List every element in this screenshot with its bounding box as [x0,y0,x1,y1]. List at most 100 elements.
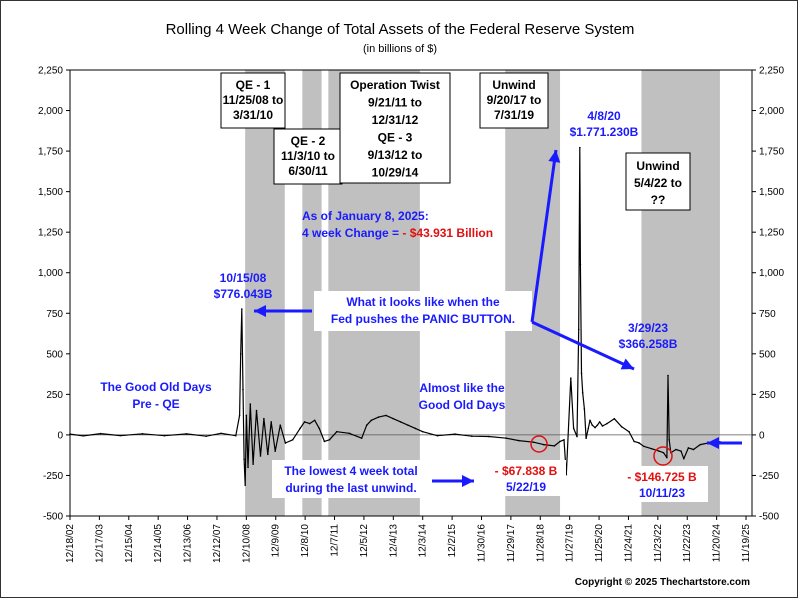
data-point [488,435,490,438]
peak-2008-label-line-2: $776.043B [214,287,273,301]
data-point [572,427,575,430]
data-point [274,450,276,452]
y-tick-label-right: 1,250 [759,228,784,239]
panic-label-line-1: What it looks like when the [346,295,500,309]
data-point [628,430,630,433]
y-tick-label-right: 2,250 [759,66,784,77]
data-point [399,421,402,423]
data-point [591,424,594,426]
data-point [119,434,122,437]
peak-2008-label-line-1: 10/15/08 [220,271,267,285]
low-2019-date: 5/22/19 [506,480,546,494]
x-tick-label: 11/20/24 [712,524,723,563]
x-tick-label: 11/30/16 [476,524,487,563]
shaded-period-5 [641,70,720,516]
twist-label-line-4: QE - 3 [378,131,413,145]
y-tick-label-right: -500 [759,512,779,523]
data-point [620,426,623,428]
data-point [323,440,326,443]
y-tick-label-left: 750 [46,309,63,320]
data-point [241,308,243,310]
data-point [594,426,596,429]
x-tick-label: 12/18/02 [65,524,76,563]
data-point [576,435,578,438]
y-tick-label-left: 1,250 [38,228,63,239]
twist-label-line-1: Operation Twist [350,78,440,92]
data-point [242,388,244,391]
y-tick-label-left: 1,500 [38,187,63,198]
data-point [239,353,242,355]
y-tick-label-right: 1,500 [759,187,784,198]
data-point [245,414,248,417]
data-point [360,437,363,439]
data-point [505,437,508,439]
data-point [666,456,668,459]
data-point [699,443,702,446]
data-point [601,425,604,427]
data-point [82,435,85,437]
data-point [658,450,660,452]
x-tick-label: 11/24/21 [623,524,634,563]
panic-box [314,291,532,331]
qe2-label-line-2: 11/3/10 to [281,149,335,163]
panic-label-line-2: Fed pushes the PANIC BUTTON. [331,312,515,326]
x-tick-label: 12/14/05 [153,524,164,563]
x-tick-label: 12/10/08 [241,524,252,563]
data-point [668,438,670,441]
data-point [589,419,591,422]
data-point [407,424,409,426]
data-point [318,427,321,430]
as-of-line-1: As of January 8, 2025: [302,209,429,223]
y-tick-label-right: 2,000 [759,106,784,117]
data-point [267,453,269,456]
unwind1-box [479,72,549,129]
peak-2023-label-line-1: 3/29/23 [628,321,668,335]
qe1-label-line-2: 11/25/08 to [223,93,284,107]
data-point [252,463,254,465]
twist-box [339,72,451,184]
plot-area [69,69,753,517]
y-tick-label-left: 1,000 [38,268,63,279]
data-point [385,414,387,417]
data-point [308,422,311,425]
data-point [579,263,582,266]
y-tick-label-right: 750 [759,309,776,320]
peak-2020-label-line-1: 4/8/20 [587,109,621,123]
low-2019-value: - $67.838 B [495,464,558,478]
data-point [249,403,252,405]
data-point [553,445,556,447]
x-tick-label: 12/7/11 [330,524,341,557]
data-point [255,409,258,412]
data-point [542,443,545,446]
good-old-days-label-line-2: Pre - QE [132,397,179,411]
data-point [284,442,287,444]
data-point [598,421,601,423]
almost-good-label-line-2: Good Old Days [419,398,506,412]
x-tick-label: 12/4/13 [388,524,399,558]
x-tick-label: 11/22/23 [682,524,693,563]
y-tick-label-right: 0 [759,430,765,441]
data-point [692,448,695,451]
data-point [414,427,417,430]
x-tick-label: 12/3/14 [418,524,429,558]
data-point [69,433,71,435]
data-point [662,451,665,454]
twist-label-line-5: 9/13/12 to [368,148,423,162]
y-tick-label-right: 250 [759,390,776,401]
data-point [583,408,586,410]
data-point [471,435,473,438]
x-tick-label: 11/29/17 [506,524,517,563]
x-tick-label: 12/13/06 [183,524,194,563]
peak-2020-label-line-2: $1.771.230B [570,125,639,139]
arrow-to-2020-peak-shaft [530,149,558,323]
lowest-label-line-1: The lowest 4 week total [284,464,417,478]
data-point [613,417,616,420]
y-tick-label-right: -250 [759,471,779,482]
data-point [642,445,645,448]
copyright-text: Copyright © 2025 Thechartstore.com [575,577,750,588]
data-point [563,438,565,441]
x-tick-label: 11/19/25 [741,524,752,563]
data-point [581,391,584,394]
